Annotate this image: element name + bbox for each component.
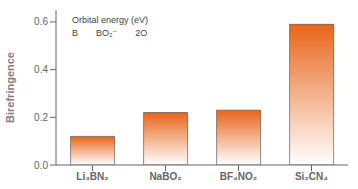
- svg-text:Birefringence: Birefringence: [8, 52, 16, 123]
- svg-text:0.6: 0.6: [34, 16, 48, 27]
- svg-text:BF₄NO₂: BF₄NO₂: [220, 171, 258, 182]
- html-text:2O: 2O: [135, 28, 148, 38]
- svg-text:0.4: 0.4: [34, 64, 48, 75]
- html-text:B: B: [72, 28, 78, 38]
- svg-text:NaBO₂: NaBO₂: [149, 171, 181, 182]
- svg-text:Si₂CN₄: Si₂CN₄: [295, 171, 328, 182]
- svg-text:0.2: 0.2: [34, 112, 48, 123]
- html-text:BO₂⁻: BO₂⁻: [96, 28, 118, 38]
- html-text:Orbital energy (eV): Orbital energy (eV): [72, 15, 148, 25]
- svg-text:Li₃BN₂: Li₃BN₂: [76, 171, 108, 182]
- svg-text:0.0: 0.0: [34, 160, 48, 171]
